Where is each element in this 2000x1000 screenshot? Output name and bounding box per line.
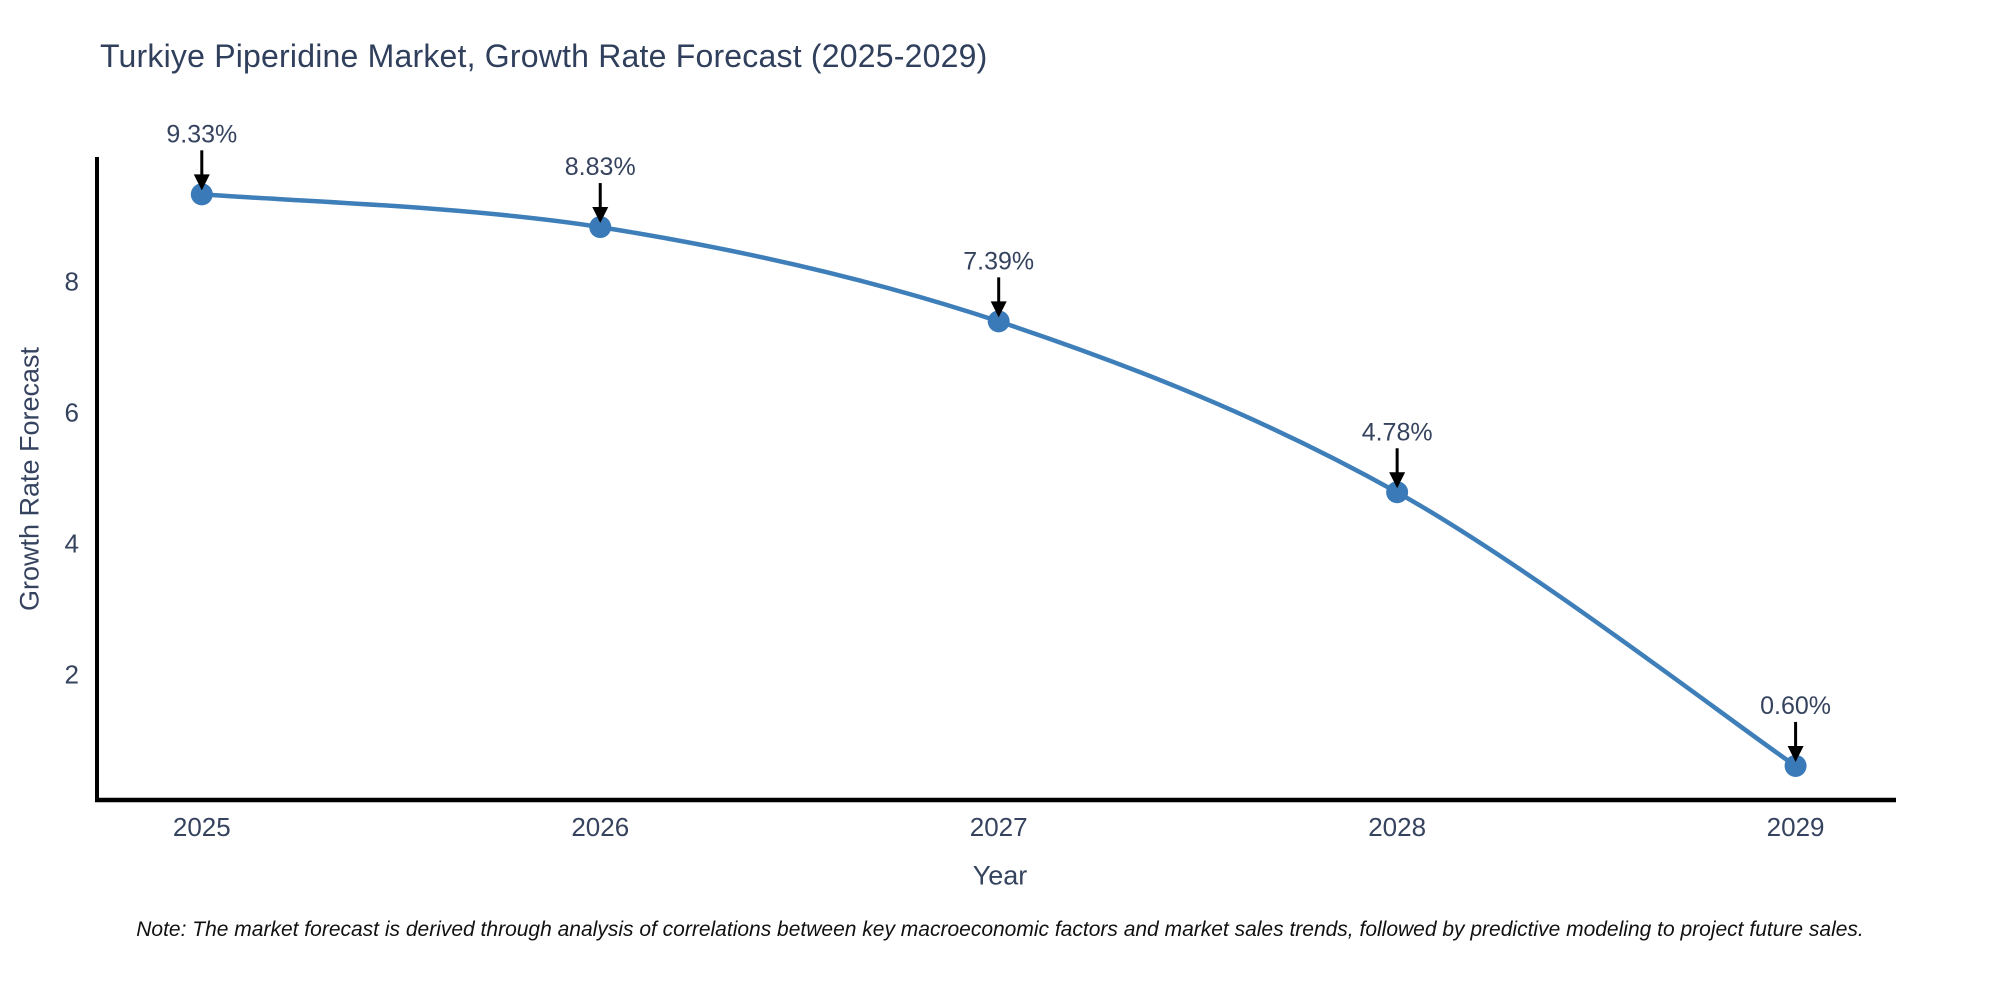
x-tick-label: 2027 (970, 812, 1028, 842)
annotation-arrowhead (1787, 745, 1804, 762)
x-tick-label: 2025 (173, 812, 231, 842)
data-point-marker (987, 310, 1010, 333)
point-value-label: 7.39% (963, 247, 1034, 275)
annotation-arrowhead (193, 174, 210, 191)
x-tick-label: 2026 (571, 812, 629, 842)
y-tick-label: 8 (65, 266, 79, 296)
data-point-marker (190, 183, 213, 206)
point-value-label: 9.33% (166, 120, 237, 148)
data-point-marker (1784, 754, 1807, 777)
y-tick-label: 2 (65, 659, 79, 689)
data-point-marker (1386, 481, 1409, 504)
chart-title: Turkiye Piperidine Market, Growth Rate F… (100, 38, 988, 74)
y-tick-label: 4 (65, 528, 79, 558)
x-tick-label: 2029 (1767, 812, 1825, 842)
point-value-label: 4.78% (1362, 418, 1433, 446)
annotation-arrowhead (592, 207, 609, 224)
annotation-arrowhead (990, 301, 1007, 318)
y-tick-label: 6 (65, 397, 79, 427)
point-value-label: 8.83% (565, 153, 636, 181)
x-tick-label: 2028 (1368, 812, 1426, 842)
annotation-arrowhead (1389, 472, 1406, 489)
point-value-label: 0.60% (1760, 692, 1831, 720)
data-point-marker (589, 216, 612, 239)
x-axis-title: Year (972, 860, 1028, 891)
footnote: Note: The market forecast is derived thr… (136, 918, 1864, 941)
